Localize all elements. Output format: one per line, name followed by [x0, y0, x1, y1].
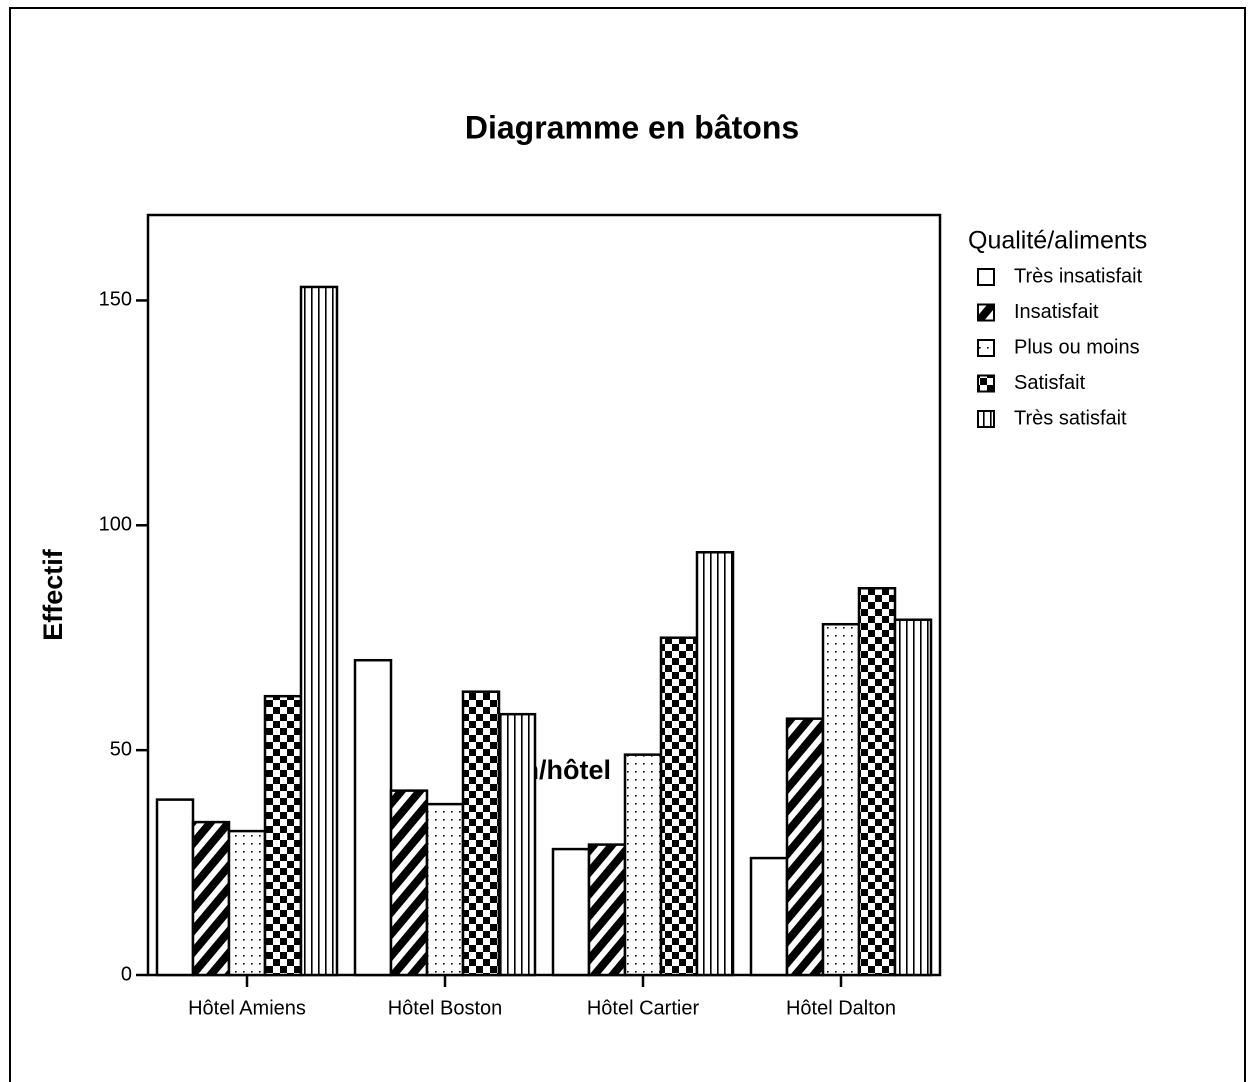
- chart-title: Diagramme en bâtons: [465, 109, 799, 145]
- bar: [299, 285, 339, 977]
- bar: [425, 802, 465, 977]
- x-tick-label: Hôtel Boston: [388, 997, 503, 1019]
- bar: [857, 587, 897, 977]
- bar: [461, 690, 501, 977]
- bar: [785, 717, 825, 977]
- x-tick-label: Hôtel Amiens: [188, 997, 306, 1019]
- bar: [353, 658, 393, 977]
- bar: [551, 847, 591, 977]
- bar: [659, 636, 699, 977]
- y-tick-label: 0: [121, 963, 132, 985]
- bar: [893, 618, 933, 977]
- legend-swatch: [977, 410, 995, 428]
- bar: [263, 694, 303, 977]
- legend-swatch: [977, 268, 995, 286]
- y-tick-label: 100: [99, 514, 132, 536]
- bar: [749, 856, 789, 977]
- legend-swatch: [977, 374, 995, 393]
- legend-swatch: [977, 303, 995, 322]
- bar: [191, 820, 231, 977]
- x-tick-label: Hôtel Cartier: [587, 997, 700, 1019]
- bar: [497, 712, 537, 977]
- legend-label: Plus ou moins: [1014, 336, 1140, 358]
- y-tick-label: 50: [110, 738, 132, 760]
- bar: [695, 551, 735, 977]
- bar: [821, 622, 861, 977]
- bar: [155, 798, 195, 977]
- legend-title: Qualité/aliments: [968, 227, 1147, 255]
- legend-label: Très satisfait: [1014, 407, 1127, 429]
- plot-area: [146, 213, 942, 977]
- legend-label: Satisfait: [1014, 372, 1086, 394]
- bar: [587, 843, 627, 977]
- y-tick-label: 150: [99, 289, 132, 311]
- bar: [227, 829, 267, 977]
- legend-label: Insatisfait: [1014, 301, 1099, 323]
- frame: [9, 7, 1246, 1082]
- bar: [389, 789, 429, 977]
- legend-label: Très insatisfait: [1014, 265, 1143, 287]
- legend-swatch: [977, 339, 995, 357]
- bar: [623, 753, 663, 977]
- y-axis-label: Effectif: [38, 548, 68, 641]
- x-tick-label: Hôtel Dalton: [786, 997, 896, 1019]
